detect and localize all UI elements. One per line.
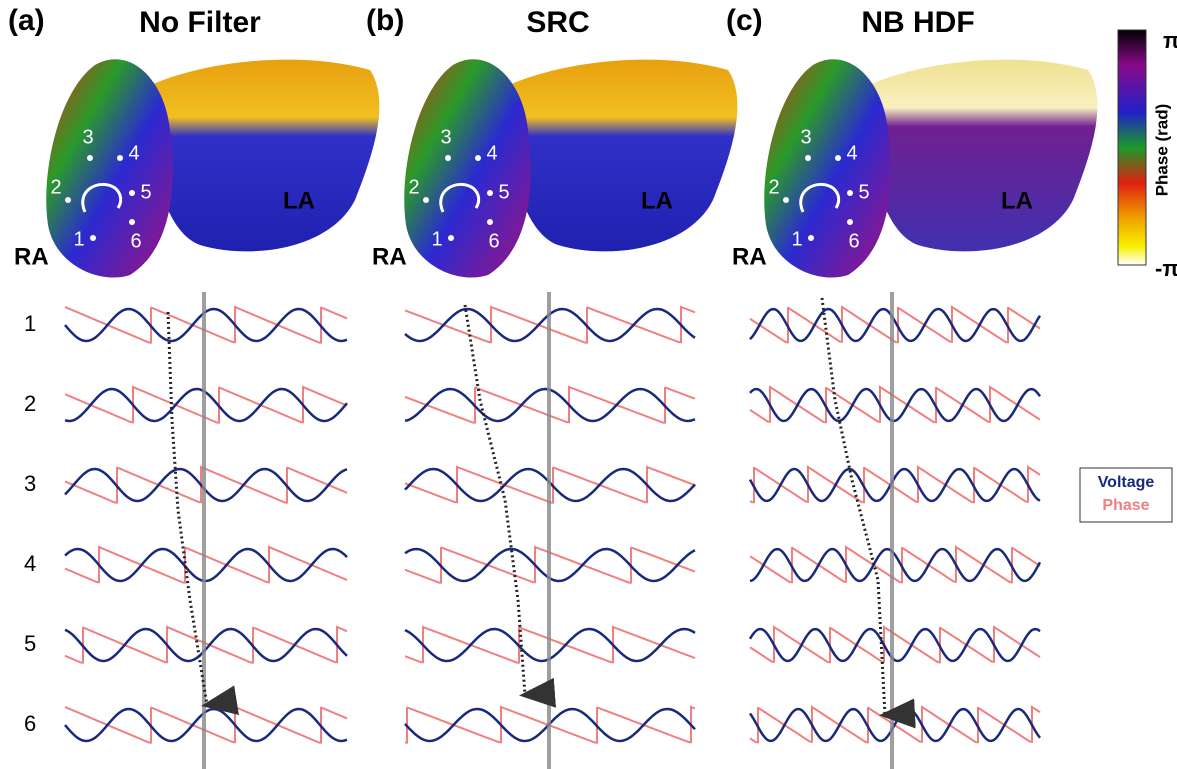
voltage-trace xyxy=(748,707,1041,743)
left-atrium xyxy=(140,59,380,252)
panel: (a) No Filter 1 2 3 45 6 RA LA xyxy=(8,4,380,278)
colorbar-bottom: -π xyxy=(1155,256,1177,281)
la-label: LA xyxy=(283,187,315,214)
panel-letter: (c) xyxy=(726,4,763,37)
propagation-arrow xyxy=(166,311,240,716)
row-label: 6 xyxy=(24,711,36,736)
electrode-label: 5 xyxy=(498,181,509,203)
left-atrium xyxy=(858,59,1098,252)
electrode-label: 2 xyxy=(768,176,779,198)
colorbar-top: π xyxy=(1163,28,1177,53)
electrode-label: 6 xyxy=(848,230,859,252)
voltage-trace xyxy=(749,547,1042,583)
electrode xyxy=(835,155,841,161)
electrode-label: 2 xyxy=(50,176,61,198)
panel: (b) SRC 1 2 3 45 6 RA LA xyxy=(366,4,738,278)
electrode-label: 6 xyxy=(488,230,499,252)
electrode xyxy=(808,235,814,241)
electrode xyxy=(847,190,853,196)
legend-voltage: Voltage xyxy=(1098,474,1155,491)
voltage-trace xyxy=(749,307,1042,343)
row-label: 1 xyxy=(24,311,36,336)
left-atrium xyxy=(498,59,738,252)
legend-phase: Phase xyxy=(1102,497,1149,514)
electrode xyxy=(90,235,96,241)
phase-trace xyxy=(749,545,1041,584)
electrode xyxy=(129,190,135,196)
phase-trace xyxy=(749,465,1041,504)
la-label: LA xyxy=(641,187,673,214)
ra-label: RA xyxy=(372,243,407,270)
panel-letter: (b) xyxy=(366,4,404,37)
electrode-label: 4 xyxy=(846,142,857,164)
voltage-trace xyxy=(748,467,1041,503)
la-label: LA xyxy=(1001,187,1033,214)
electrode-label: 4 xyxy=(128,142,139,164)
ra-label: RA xyxy=(732,243,767,270)
electrode xyxy=(475,155,481,161)
electrode-label: 1 xyxy=(73,228,84,250)
right-atrium xyxy=(404,59,531,278)
row-label: 2 xyxy=(24,391,36,416)
ra-label: RA xyxy=(14,243,49,270)
phase-trace xyxy=(404,305,696,344)
colorbar-label: Phase (rad) xyxy=(1152,104,1171,197)
electrode xyxy=(65,197,71,203)
electrode-label: 5 xyxy=(858,181,869,203)
phase-trace xyxy=(64,705,348,744)
right-atrium xyxy=(46,59,173,278)
colorbar xyxy=(1117,29,1147,266)
electrode xyxy=(448,235,454,241)
electrode-label: 3 xyxy=(82,126,93,148)
electrode-label: 6 xyxy=(130,230,141,252)
rotor-arrow xyxy=(799,182,841,213)
rotor-arrow xyxy=(439,182,481,213)
electrode-label: 1 xyxy=(431,228,442,250)
phase-trace xyxy=(64,305,348,344)
legend-box xyxy=(1079,467,1173,523)
electrode xyxy=(423,197,429,203)
phase-trace xyxy=(404,465,696,504)
panel-title: No Filter xyxy=(139,6,261,39)
phase-trace xyxy=(64,385,348,424)
electrode-label: 4 xyxy=(486,142,497,164)
voltage-trace xyxy=(748,627,1041,663)
electrode xyxy=(847,219,853,225)
electrode xyxy=(487,219,493,225)
row-label: 3 xyxy=(24,471,36,496)
electrode xyxy=(117,155,123,161)
panel-title: NB HDF xyxy=(861,6,974,39)
electrode xyxy=(805,155,811,161)
electrode xyxy=(783,197,789,203)
panel-title: SRC xyxy=(526,6,589,39)
propagation-arrow xyxy=(463,304,557,708)
panel: (c) NB HDF 1 2 3 45 6 RA LA xyxy=(726,4,1098,278)
panel-letter: (a) xyxy=(8,4,45,37)
row-label: 5 xyxy=(24,631,36,656)
rotor-arrow xyxy=(81,182,123,213)
electrode xyxy=(129,219,135,225)
electrode-label: 3 xyxy=(440,126,451,148)
electrode xyxy=(87,155,93,161)
row-label: 4 xyxy=(24,551,36,576)
voltage-trace xyxy=(749,387,1042,423)
phase-trace xyxy=(749,305,1041,344)
electrode-label: 2 xyxy=(408,176,419,198)
electrode-label: 1 xyxy=(791,228,802,250)
electrode xyxy=(445,155,451,161)
electrode-label: 5 xyxy=(140,181,151,203)
electrode-label: 3 xyxy=(800,126,811,148)
electrode xyxy=(487,190,493,196)
right-atrium xyxy=(764,59,891,278)
